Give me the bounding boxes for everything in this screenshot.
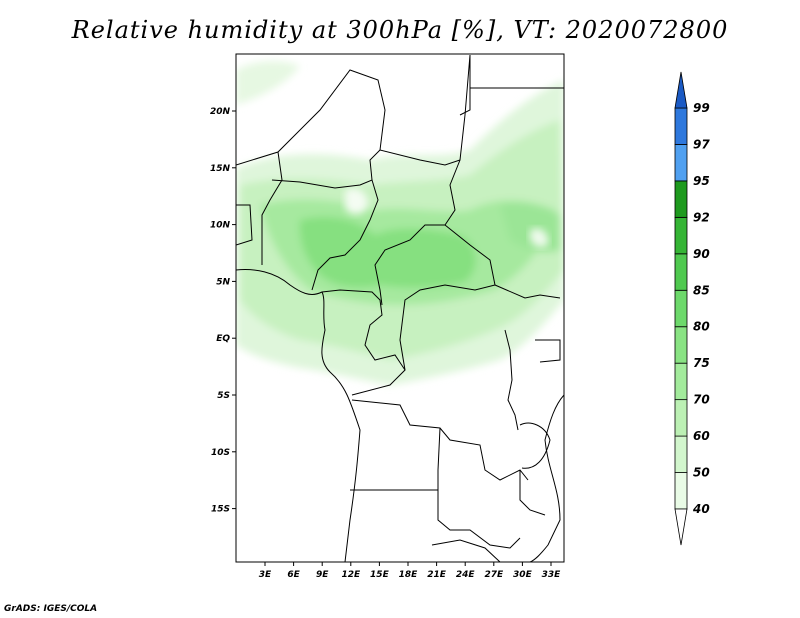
colorbar-label: 92 xyxy=(693,210,710,224)
dry-patch xyxy=(345,188,368,215)
lat-tick-label: 10N xyxy=(210,221,231,231)
colorbar-segment xyxy=(674,399,688,437)
rh-contour-strong xyxy=(299,216,476,288)
lon-tick-label: 15E xyxy=(370,570,390,580)
colorbar-high-triangle xyxy=(674,71,688,109)
lon-tick-label: 18E xyxy=(399,570,419,580)
colorbar-segment xyxy=(674,216,688,255)
lon-tick-label: 27E xyxy=(484,570,504,580)
coastline-east-south xyxy=(529,394,564,562)
colorbar-label: 60 xyxy=(693,429,710,443)
coastline-west xyxy=(236,269,361,562)
lon-tick-label: 33E xyxy=(542,570,562,580)
humidity-field xyxy=(236,61,564,385)
rh-contour-light-top xyxy=(236,61,300,105)
lon-tick-label: 3E xyxy=(259,570,272,580)
lat-tick-label: 5S xyxy=(217,391,230,401)
colorbar-label: 95 xyxy=(693,174,710,188)
lon-tick-label: 12E xyxy=(341,570,361,580)
colorbar-segment xyxy=(674,472,688,510)
colorbar-legend: 40 50 60 70 75 80 85 90 92 95 97 99 xyxy=(674,71,710,546)
colorbar-segment xyxy=(674,253,688,291)
lat-tick-label: 20N xyxy=(210,107,231,117)
lon-tick-label: 6E xyxy=(287,570,300,580)
grads-credit: GrADS: IGES/COLA xyxy=(4,604,98,614)
lat-tick-label: 5N xyxy=(216,277,230,287)
longitude-axis: 3E 6E 9E 12E 15E 18E 21E 24E 27E 30E 33E xyxy=(259,562,561,580)
colorbar-label: 70 xyxy=(693,393,710,407)
latitude-axis: 20N 15N 10N 5N EQ 5S 10S 15S xyxy=(210,107,236,515)
colorbar-label: 75 xyxy=(693,356,710,370)
colorbar-label: 80 xyxy=(693,320,710,334)
lat-tick-label: EQ xyxy=(216,334,230,344)
colorbar-low-triangle xyxy=(674,508,688,546)
lon-tick-label: 21E xyxy=(427,570,447,580)
colorbar-segment xyxy=(674,289,688,328)
colorbar-segment xyxy=(674,107,688,145)
colorbar-label: 99 xyxy=(693,101,710,115)
colorbar-label: 97 xyxy=(693,137,710,151)
colorbar-label: 40 xyxy=(692,502,710,516)
colorbar-segment xyxy=(674,180,688,218)
map-frame xyxy=(235,53,565,563)
colorbar-segment xyxy=(674,362,688,401)
colorbar-label: 90 xyxy=(693,247,710,261)
lon-tick-label: 30E xyxy=(513,570,533,580)
colorbar-segment xyxy=(674,435,688,473)
colorbar-label: 85 xyxy=(693,283,710,297)
lon-tick-label: 24E xyxy=(456,570,476,580)
colorbar-segment xyxy=(674,144,688,182)
colorbar-label: 50 xyxy=(693,466,710,480)
dry-patch-east xyxy=(530,228,549,248)
lat-tick-label: 15N xyxy=(210,164,231,174)
chart-title: Relative humidity at 300hPa [%], VT: 202… xyxy=(71,16,729,44)
lon-tick-label: 9E xyxy=(316,570,329,580)
colorbar-segment xyxy=(674,326,688,364)
country-borders xyxy=(236,54,564,562)
lat-tick-label: 10S xyxy=(211,448,230,458)
lat-tick-label: 15S xyxy=(211,505,230,515)
